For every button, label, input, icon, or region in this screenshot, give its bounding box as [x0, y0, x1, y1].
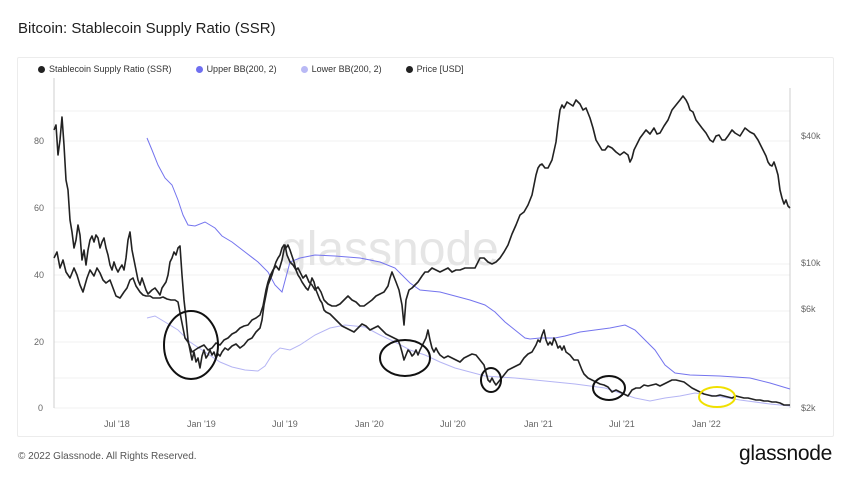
annotation-circle-yellow — [698, 386, 736, 408]
legend-dot-icon — [195, 65, 203, 73]
svg-text:Jan '20: Jan '20 — [355, 419, 384, 429]
svg-text:60: 60 — [34, 203, 44, 213]
svg-text:$40k: $40k — [801, 131, 821, 141]
lower-bb-line — [146, 315, 791, 407]
copyright-text: © 2022 Glassnode. All Rights Reserved. — [18, 451, 197, 462]
svg-text:Jul '21: Jul '21 — [609, 419, 635, 429]
watermark: glassnode — [280, 223, 499, 276]
legend-label: Stablecoin Supply Ratio (SSR) — [49, 64, 172, 74]
legend-item-price[interactable]: Price [USD] — [405, 64, 464, 74]
svg-text:Jul '18: Jul '18 — [104, 419, 130, 429]
svg-text:20: 20 — [34, 337, 44, 347]
ssr-line — [53, 116, 790, 406]
svg-text:80: 80 — [34, 136, 44, 146]
legend-dot-icon — [38, 65, 45, 73]
svg-text:$10k: $10k — [801, 258, 821, 268]
annotation-circle — [480, 367, 502, 393]
y-left-ticks: 0 20 40 60 80 — [34, 136, 44, 413]
svg-text:Jul '19: Jul '19 — [272, 419, 298, 429]
annotation-circle — [379, 339, 431, 377]
legend-item-upper-bb[interactable]: Upper BB(200, 2) — [195, 64, 277, 74]
glassnode-logo[interactable]: glassnode — [738, 442, 832, 465]
price-line — [53, 95, 791, 353]
legend-label: Price [USD] — [416, 64, 464, 74]
legend-dot-icon — [300, 65, 308, 73]
legend-dot-icon — [405, 65, 413, 73]
svg-text:Jan '22: Jan '22 — [692, 419, 721, 429]
legend-item-ssr[interactable]: Stablecoin Supply Ratio (SSR) — [38, 64, 172, 74]
svg-text:$2k: $2k — [801, 403, 816, 413]
page-title: Bitcoin: Stablecoin Supply Ratio (SSR) — [18, 20, 276, 37]
legend-label: Upper BB(200, 2) — [206, 64, 277, 74]
legend-item-lower-bb[interactable]: Lower BB(200, 2) — [300, 64, 382, 74]
svg-text:Jul '20: Jul '20 — [440, 419, 466, 429]
annotation-circle — [163, 310, 219, 380]
svg-text:$6k: $6k — [801, 304, 816, 314]
svg-text:0: 0 — [38, 403, 43, 413]
x-ticks: Jul '18 Jan '19 Jul '19 Jan '20 Jul '20 … — [104, 419, 721, 429]
svg-text:Jan '19: Jan '19 — [187, 419, 216, 429]
legend-label: Lower BB(200, 2) — [311, 64, 382, 74]
upper-bb-line — [146, 137, 791, 390]
svg-text:40: 40 — [34, 270, 44, 280]
annotation-circle — [592, 375, 626, 401]
y-right-ticks: $2k $6k $10k $40k — [801, 131, 821, 413]
chart-card — [17, 57, 834, 437]
chart-legend: Stablecoin Supply Ratio (SSR) Upper BB(2… — [38, 64, 464, 74]
svg-text:Jan '21: Jan '21 — [524, 419, 553, 429]
